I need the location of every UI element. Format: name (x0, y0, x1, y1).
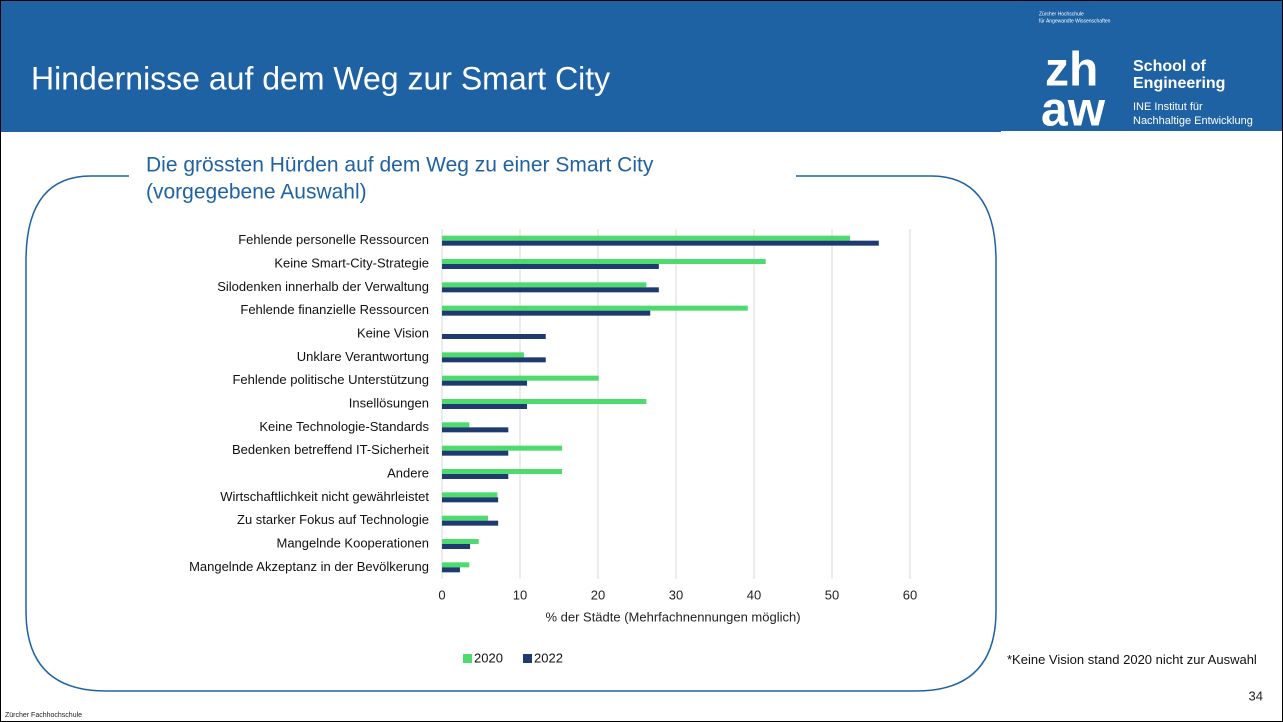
bar (442, 474, 509, 479)
bar (442, 492, 498, 498)
bar (442, 562, 470, 568)
school: Engineering (1133, 75, 1225, 92)
logo: zh (1045, 44, 1098, 97)
x-tick-label: 50 (825, 587, 839, 602)
org-name: für Angewandte Wissenschaften (1039, 18, 1111, 24)
bar (442, 334, 546, 339)
bar (442, 450, 509, 456)
x-tick-label: 0 (438, 587, 445, 602)
chart-title: (vorgegebene Auswahl) (146, 181, 367, 204)
bar (442, 567, 460, 573)
x-tick-label: 20 (591, 587, 605, 602)
bar (442, 539, 479, 544)
y-tick-label: Fehlende finanzielle Ressourcen (240, 302, 429, 317)
bar (442, 259, 766, 264)
y-tick-label: Andere (387, 465, 429, 480)
bar (442, 380, 528, 386)
x-tick-label: 30 (669, 587, 683, 602)
bar (442, 352, 524, 358)
bar (442, 427, 509, 433)
x-tick-label: 60 (903, 587, 917, 602)
bar (442, 240, 879, 246)
org-name: Zürcher Hochschule (1039, 11, 1084, 17)
bar (442, 282, 647, 288)
bar (442, 422, 470, 428)
legend-label: 2020 (474, 650, 503, 665)
header-band (1, 1, 1282, 132)
institute: INE Institut für (1133, 101, 1203, 113)
bar (442, 515, 489, 521)
x-tick-label: 10 (513, 587, 527, 602)
y-tick-label: Mangelnde Kooperationen (276, 535, 429, 550)
bar (442, 357, 546, 363)
y-tick-label: Bedenken betreffend IT-Sicherheit (232, 442, 429, 457)
bar (442, 497, 499, 503)
y-tick-label: Keine Smart-City-Strategie (274, 255, 429, 270)
bar (442, 310, 651, 316)
legend-swatch (463, 654, 472, 663)
bar (442, 305, 748, 311)
y-tick-label: Unklare Verantwortung (297, 349, 429, 364)
y-tick-label: Wirtschaftlichkeit nicht gewährleistet (220, 489, 429, 504)
logo: aw (1041, 84, 1106, 137)
y-tick-label: Mangelnde Akzeptanz in der Bevölkerung (189, 559, 429, 574)
bar (442, 404, 528, 409)
y-tick-label: Keine Vision (357, 325, 429, 340)
bar (442, 445, 563, 451)
x-tick-label: 40 (747, 587, 761, 602)
institute: Nachhaltige Entwicklung (1133, 115, 1253, 127)
bar (442, 544, 471, 549)
legend-swatch (523, 654, 532, 663)
legend-label: 2022 (534, 650, 563, 665)
y-tick-label: Fehlende politische Unterstützung (232, 372, 429, 387)
bar (442, 469, 563, 474)
chart-title: Die grössten Hürden auf dem Weg zu einer… (146, 154, 654, 177)
y-tick-label: Fehlende personelle Ressourcen (238, 232, 429, 247)
school: School of (1133, 58, 1207, 75)
x-axis-label: % der Städte (Mehrfachnennungen möglich) (545, 609, 800, 624)
bar (442, 399, 647, 404)
y-tick-label: Zu starker Fokus auf Technologie (237, 512, 429, 527)
y-tick-label: Silodenken innerhalb der Verwaltung (217, 279, 429, 294)
y-tick-label: Insellösungen (349, 395, 429, 410)
note: *Keine Vision stand 2020 nicht zur Auswa… (1007, 652, 1257, 667)
bar (442, 520, 499, 526)
bar (442, 375, 599, 381)
footer: Zürcher Fachhochschule (5, 712, 82, 719)
page-number: 34 (1249, 688, 1263, 703)
bar (442, 264, 659, 269)
slide-title: Hindernisse auf dem Weg zur Smart City (31, 60, 610, 96)
bar (442, 235, 850, 241)
y-tick-label: Keine Technologie-Standards (259, 419, 429, 434)
frame (25, 175, 997, 692)
bar (442, 287, 659, 293)
